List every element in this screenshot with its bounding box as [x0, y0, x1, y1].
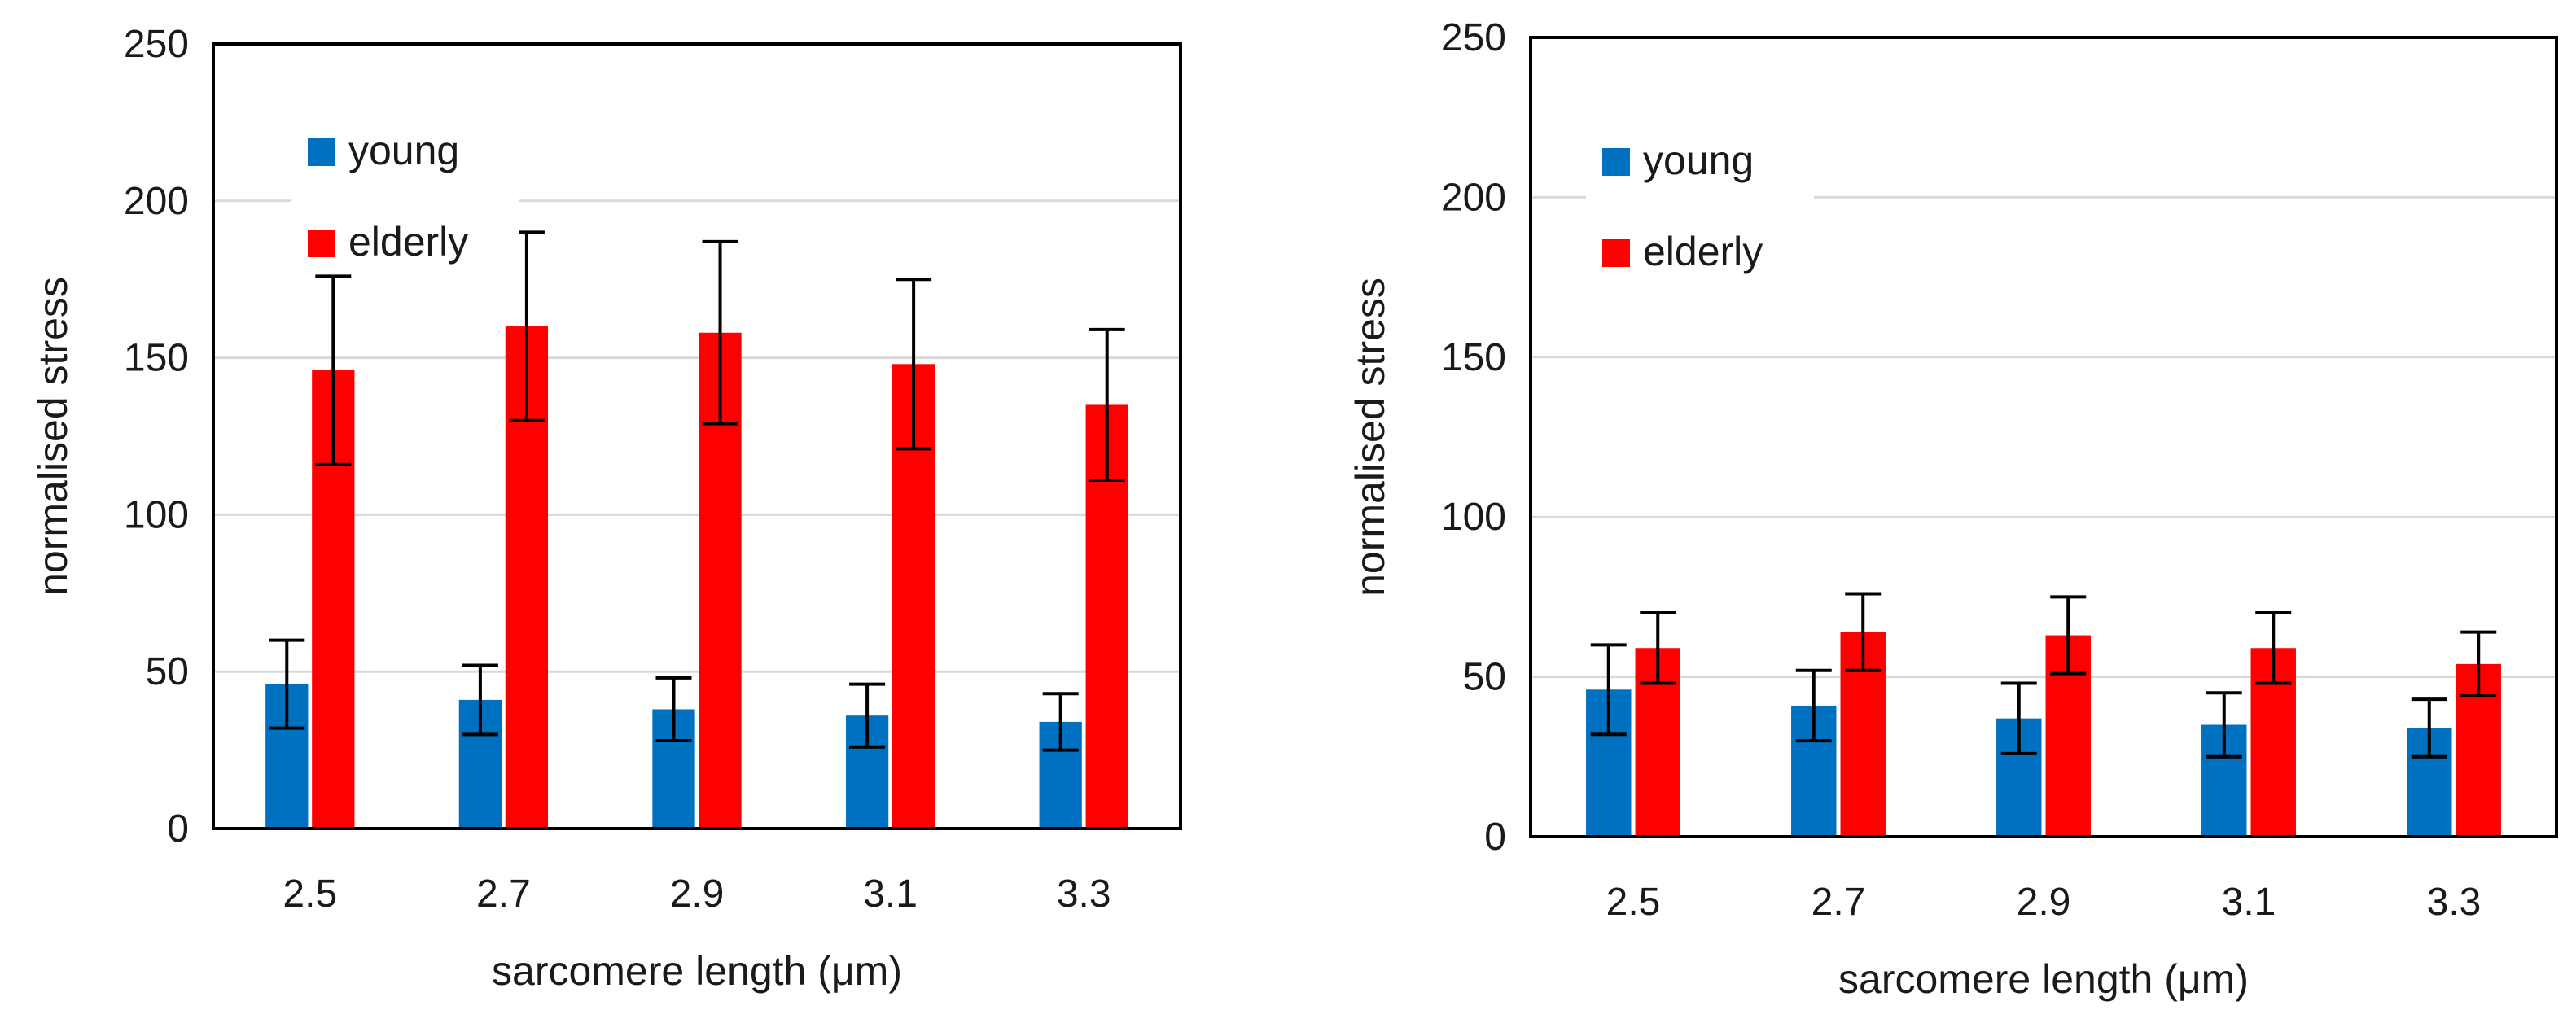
- legend-swatch-elderly: [308, 230, 335, 257]
- y-tick-label: 150: [1441, 336, 1506, 379]
- x-axis-title: sarcomere length (μm): [492, 948, 902, 994]
- x-tick-label: 2.5: [1606, 881, 1661, 924]
- x-tick-label: 3.3: [2427, 881, 2482, 924]
- legend-label-young: young: [1643, 138, 1754, 183]
- y-tick-label: 100: [124, 493, 189, 536]
- chart-panel-2: 0 50 100 150 200 250 2.5 2.7 2.9 3.1 3.3 young elder…: [1347, 16, 2558, 1002]
- y-tick-label: 250: [124, 23, 189, 66]
- x-tick-label: 3.1: [863, 872, 918, 916]
- legend-label-young: young: [348, 128, 459, 173]
- y-tick-label: 100: [1441, 496, 1506, 539]
- y-tick-label: 50: [1463, 656, 1506, 699]
- y-tick-label: 0: [1484, 816, 1506, 859]
- chart-panel-1: 0 50 100 150 200 250 2.5 2.7 2.9 3.1 3.3 young elder…: [30, 23, 1182, 994]
- legend-label-elderly: elderly: [348, 219, 468, 265]
- legend-swatch-young: [1602, 148, 1630, 176]
- x-tick-label: 2.7: [476, 872, 531, 916]
- x-tick-label: 2.9: [670, 872, 725, 916]
- plot-frame: [212, 42, 1182, 830]
- x-tick-label: 2.9: [2017, 881, 2071, 924]
- y-tick-label: 250: [1441, 16, 1506, 59]
- y-tick-label: 0: [167, 807, 189, 851]
- legend-swatch-young: [308, 138, 335, 166]
- x-tick-label: 2.5: [283, 872, 337, 916]
- y-tick-label: 150: [124, 337, 189, 380]
- x-tick-label: 3.1: [2222, 881, 2276, 924]
- x-axis-title: sarcomere length (μm): [1838, 956, 2249, 1002]
- plot-frame: [1529, 36, 2558, 838]
- y-tick-label: 200: [124, 180, 189, 223]
- legend-swatch-elderly: [1602, 239, 1630, 267]
- y-axis-title: normalised stress: [1347, 278, 1393, 597]
- y-tick-label: 200: [1441, 176, 1506, 219]
- legend-label-elderly: elderly: [1643, 229, 1763, 274]
- x-tick-label: 3.3: [1057, 872, 1111, 916]
- y-axis-title: normalised stress: [30, 277, 76, 596]
- y-tick-label: 50: [146, 650, 189, 693]
- x-tick-label: 2.7: [1812, 881, 1866, 924]
